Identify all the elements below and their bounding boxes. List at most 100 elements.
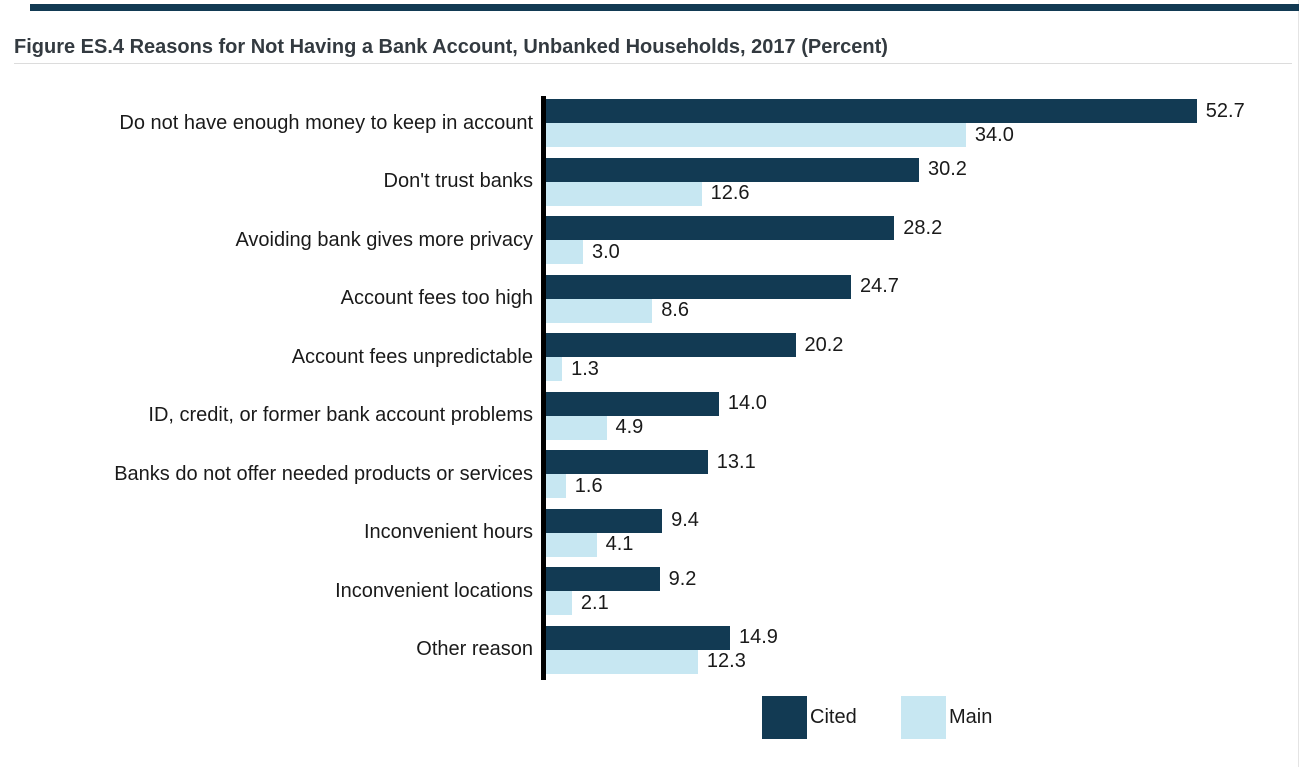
main-bar-line: 2.1 bbox=[546, 591, 696, 615]
main-value-label: 4.1 bbox=[605, 533, 634, 555]
chart-row: Avoiding bank gives more privacy 28.2 3.… bbox=[0, 216, 1245, 264]
legend-item-main: Main bbox=[901, 696, 992, 739]
main-value-label: 12.6 bbox=[710, 182, 750, 204]
main-value-label: 1.3 bbox=[571, 357, 599, 380]
cited-value-label: 9.2 bbox=[668, 567, 697, 590]
main-value-label: 34.0 bbox=[974, 123, 1014, 146]
cited-bar-line: 13.1 bbox=[546, 450, 756, 474]
main-value-label: 4.9 bbox=[615, 416, 644, 438]
bar-pair: 24.7 8.6 bbox=[546, 274, 899, 323]
cited-value-label: 30.2 bbox=[928, 158, 967, 180]
bar-pair: 13.1 1.6 bbox=[546, 450, 756, 498]
main-value-label: 8.6 bbox=[661, 299, 689, 321]
main-bar bbox=[546, 591, 572, 615]
bar-pair: 28.2 3.0 bbox=[546, 216, 942, 264]
main-value-label: 2.1 bbox=[580, 591, 609, 614]
main-bar-line: 8.6 bbox=[546, 298, 899, 323]
chart-row: Account fees unpredictable 20.2 1.3 bbox=[0, 333, 1245, 381]
chart-row: Inconvenient locations 9.2 2.1 bbox=[0, 567, 1245, 615]
main-bar bbox=[546, 474, 566, 498]
main-bar bbox=[546, 181, 702, 206]
main-bar bbox=[546, 123, 966, 147]
cited-bar bbox=[546, 450, 708, 474]
cited-value-label: 24.7 bbox=[860, 275, 899, 297]
legend-swatch-main bbox=[901, 696, 946, 739]
chart-row: Banks do not offer needed products or se… bbox=[0, 450, 1245, 498]
cited-value-label: 9.4 bbox=[671, 509, 699, 531]
bar-pair: 14.9 12.3 bbox=[546, 625, 778, 674]
main-bar-line: 12.6 bbox=[546, 181, 967, 206]
category-label: Avoiding bank gives more privacy bbox=[235, 228, 533, 251]
category-label: Don't trust banks bbox=[383, 170, 533, 192]
category-label: Inconvenient hours bbox=[363, 521, 533, 543]
main-bar-line: 4.9 bbox=[546, 415, 767, 440]
chart-row: Do not have enough money to keep in acco… bbox=[0, 99, 1245, 147]
cited-value-label: 14.9 bbox=[739, 626, 778, 648]
main-bar bbox=[546, 532, 597, 557]
y-axis-line bbox=[541, 96, 546, 680]
main-value-label: 1.6 bbox=[574, 474, 603, 497]
figure-title: Figure ES.4 Reasons for Not Having a Ban… bbox=[14, 36, 888, 58]
category-label: Inconvenient locations bbox=[335, 579, 533, 602]
main-bar-line: 1.6 bbox=[546, 474, 756, 498]
chart-row: Don't trust banks 30.2 12.6 bbox=[0, 157, 1245, 206]
bar-pair: 9.2 2.1 bbox=[546, 567, 696, 615]
main-bar-line: 12.3 bbox=[546, 649, 778, 674]
category-label: Do not have enough money to keep in acco… bbox=[119, 111, 533, 134]
cited-bar-line: 9.2 bbox=[546, 567, 696, 591]
legend-label-cited: Cited bbox=[810, 706, 857, 728]
main-bar bbox=[546, 415, 607, 440]
cited-bar bbox=[546, 274, 851, 299]
cited-value-label: 13.1 bbox=[716, 450, 756, 473]
chart-rows: Do not have enough money to keep in acco… bbox=[0, 99, 1245, 674]
cited-bar bbox=[546, 391, 719, 416]
main-bar-line: 3.0 bbox=[546, 240, 942, 264]
main-bar bbox=[546, 357, 563, 381]
bar-pair: 14.0 4.9 bbox=[546, 391, 767, 440]
main-bar bbox=[546, 240, 583, 264]
top-accent-bar bbox=[30, 4, 1299, 11]
cited-bar bbox=[546, 508, 663, 533]
cited-bar-line: 14.9 bbox=[546, 625, 778, 650]
cited-bar bbox=[546, 567, 660, 591]
cited-bar-line: 52.7 bbox=[546, 99, 1245, 123]
main-bar-line: 4.1 bbox=[546, 532, 699, 557]
main-bar bbox=[546, 649, 698, 674]
cited-value-label: 14.0 bbox=[727, 392, 767, 414]
category-label: Account fees too high bbox=[340, 287, 533, 309]
title-divider bbox=[14, 63, 1292, 64]
cited-bar-line: 20.2 bbox=[546, 333, 843, 357]
cited-bar-line: 28.2 bbox=[546, 216, 942, 240]
category-label: ID, credit, or former bank account probl… bbox=[148, 404, 533, 426]
cited-bar bbox=[546, 99, 1197, 123]
main-bar bbox=[546, 298, 653, 323]
legend-swatch-cited bbox=[762, 696, 807, 739]
legend-label-main: Main bbox=[949, 706, 993, 728]
category-label: Other reason bbox=[416, 638, 533, 660]
cited-value-label: 28.2 bbox=[903, 216, 943, 239]
cited-bar-line: 9.4 bbox=[546, 508, 699, 533]
chart-row: Account fees too high 24.7 8.6 bbox=[0, 274, 1245, 323]
main-value-label: 12.3 bbox=[706, 650, 746, 672]
cited-bar bbox=[546, 216, 895, 240]
chart-row: Other reason 14.9 12.3 bbox=[0, 625, 1245, 674]
bar-pair: 52.7 34.0 bbox=[546, 99, 1245, 147]
category-label: Account fees unpredictable bbox=[291, 345, 533, 368]
cited-bar bbox=[546, 333, 796, 357]
cited-bar-line: 30.2 bbox=[546, 157, 967, 182]
main-bar-line: 34.0 bbox=[546, 123, 1245, 147]
cited-bar-line: 24.7 bbox=[546, 274, 899, 299]
cited-value-label: 20.2 bbox=[804, 333, 844, 356]
category-label: Banks do not offer needed products or se… bbox=[114, 462, 533, 485]
cited-value-label: 52.7 bbox=[1205, 99, 1245, 122]
main-value-label: 3.0 bbox=[592, 240, 620, 263]
bar-pair: 30.2 12.6 bbox=[546, 157, 967, 206]
main-bar-line: 1.3 bbox=[546, 357, 843, 381]
cited-bar bbox=[546, 157, 919, 182]
chart-row: Inconvenient hours 9.4 4.1 bbox=[0, 508, 1245, 557]
legend-item-cited: Cited bbox=[762, 696, 857, 739]
cited-bar-line: 14.0 bbox=[546, 391, 767, 416]
chart-row: ID, credit, or former bank account probl… bbox=[0, 391, 1245, 440]
cited-bar bbox=[546, 625, 730, 650]
